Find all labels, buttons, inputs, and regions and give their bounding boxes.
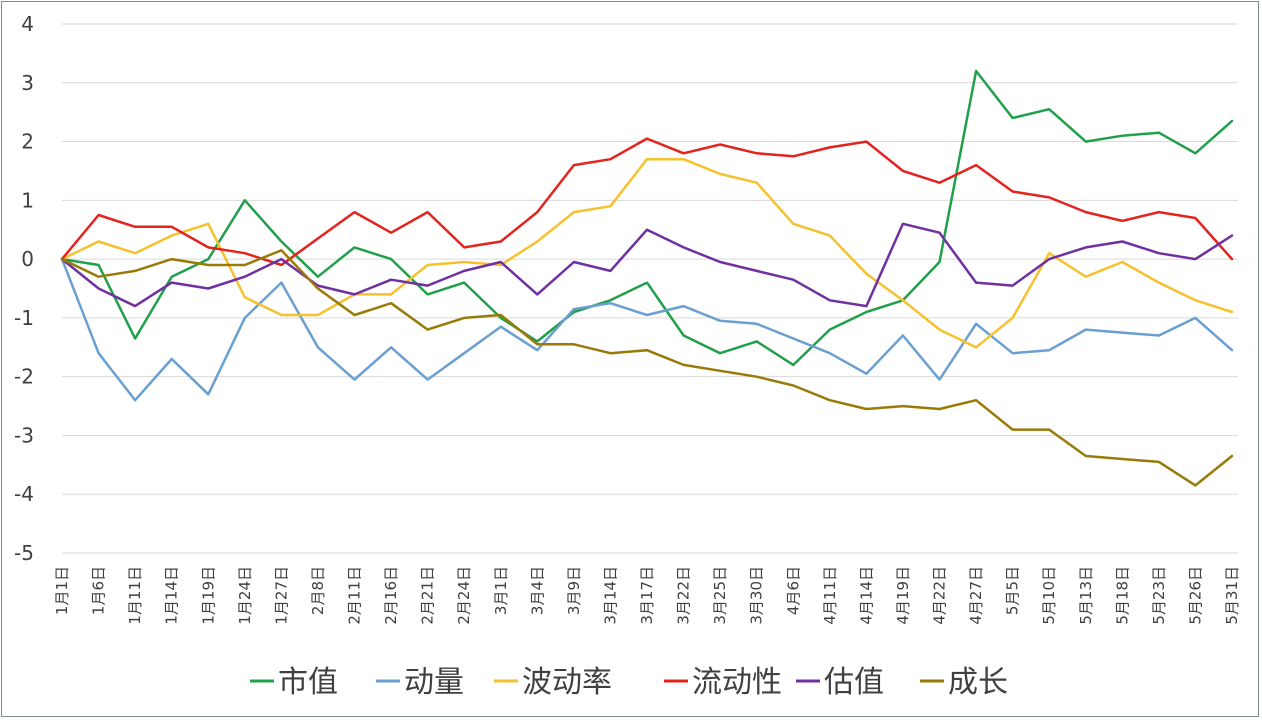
legend-label: 流动性 — [692, 665, 782, 700]
x-tick-label: 5月5日 — [1004, 566, 1022, 615]
x-tick-label: 4月19日 — [894, 566, 912, 625]
x-tick-label: 4月6日 — [784, 566, 802, 615]
x-tick-label: 3月25日 — [711, 566, 729, 625]
legend: 市值 动量 波动率 流动性 估值 成长 — [250, 665, 1008, 700]
y-tick-label: 1 — [21, 188, 34, 212]
x-tick-label: 5月31日 — [1223, 566, 1241, 625]
y-tick-label: 2 — [21, 130, 34, 154]
legend-label: 估值 — [824, 665, 884, 700]
x-tick-label: 3月30日 — [748, 566, 766, 625]
x-tick-label: 1月14日 — [163, 566, 181, 625]
legend-label: 动量 — [404, 665, 464, 700]
y-tick-label: -2 — [14, 365, 34, 389]
y-tick-label: -4 — [14, 482, 34, 506]
series-line-5 — [60, 249, 1234, 487]
x-tick-label: 2月8日 — [309, 566, 327, 615]
legend-label: 市值 — [278, 665, 338, 700]
y-tick-label: -5 — [14, 541, 34, 565]
x-tick-label: 4月11日 — [821, 566, 839, 625]
x-axis-tick-labels: 1月1日 1月6日 1月11日 1月14日 1月19日 1月24日 1月27日 2月8日 2月1… — [53, 566, 1241, 625]
x-tick-label: 2月24日 — [455, 566, 473, 625]
x-tick-label: 1月27日 — [272, 566, 290, 625]
x-tick-label: 3月4日 — [528, 566, 546, 615]
series-line-1 — [60, 257, 1234, 402]
x-tick-label: 5月13日 — [1077, 566, 1095, 625]
y-tick-label: 4 — [21, 12, 34, 36]
x-tick-label: 4月22日 — [931, 566, 949, 625]
x-tick-label: 4月27日 — [967, 566, 985, 625]
y-tick-label: -3 — [14, 423, 34, 447]
y-tick-label: 0 — [21, 247, 34, 271]
x-tick-label: 1月19日 — [199, 566, 217, 625]
x-tick-label: 5月10日 — [1040, 566, 1058, 625]
x-tick-label: 2月11日 — [346, 566, 364, 625]
x-tick-label: 3月17日 — [638, 566, 656, 625]
x-tick-label: 1月11日 — [126, 566, 144, 625]
series-line-2 — [60, 157, 1234, 349]
x-tick-label: 2月21日 — [419, 566, 437, 625]
y-tick-label: -1 — [14, 306, 34, 330]
series-line-0 — [60, 69, 1234, 367]
x-tick-label: 3月1日 — [492, 566, 510, 615]
legend-label: 成长 — [948, 665, 1008, 700]
x-tick-label: 3月14日 — [601, 566, 619, 625]
x-tick-label: 5月18日 — [1113, 566, 1131, 625]
x-tick-label: 2月16日 — [382, 566, 400, 625]
x-tick-label: 3月9日 — [565, 566, 583, 615]
series-line-3 — [60, 137, 1234, 267]
y-tick-label: 3 — [21, 71, 34, 95]
y-axis-tick-labels: 4 3 2 1 0 -1 -2 -3 -4 -5 — [14, 12, 34, 565]
series-lines — [60, 69, 1234, 487]
x-tick-label: 5月26日 — [1186, 566, 1204, 625]
series-line-4 — [60, 222, 1234, 308]
x-tick-label: 5月23日 — [1150, 566, 1168, 625]
x-tick-label: 1月6日 — [90, 566, 108, 615]
x-tick-label: 1月24日 — [236, 566, 254, 625]
x-tick-label: 3月22日 — [675, 566, 693, 625]
x-tick-label: 1月1日 — [53, 566, 71, 615]
legend-label: 波动率 — [522, 665, 612, 700]
x-tick-label: 4月14日 — [857, 566, 875, 625]
